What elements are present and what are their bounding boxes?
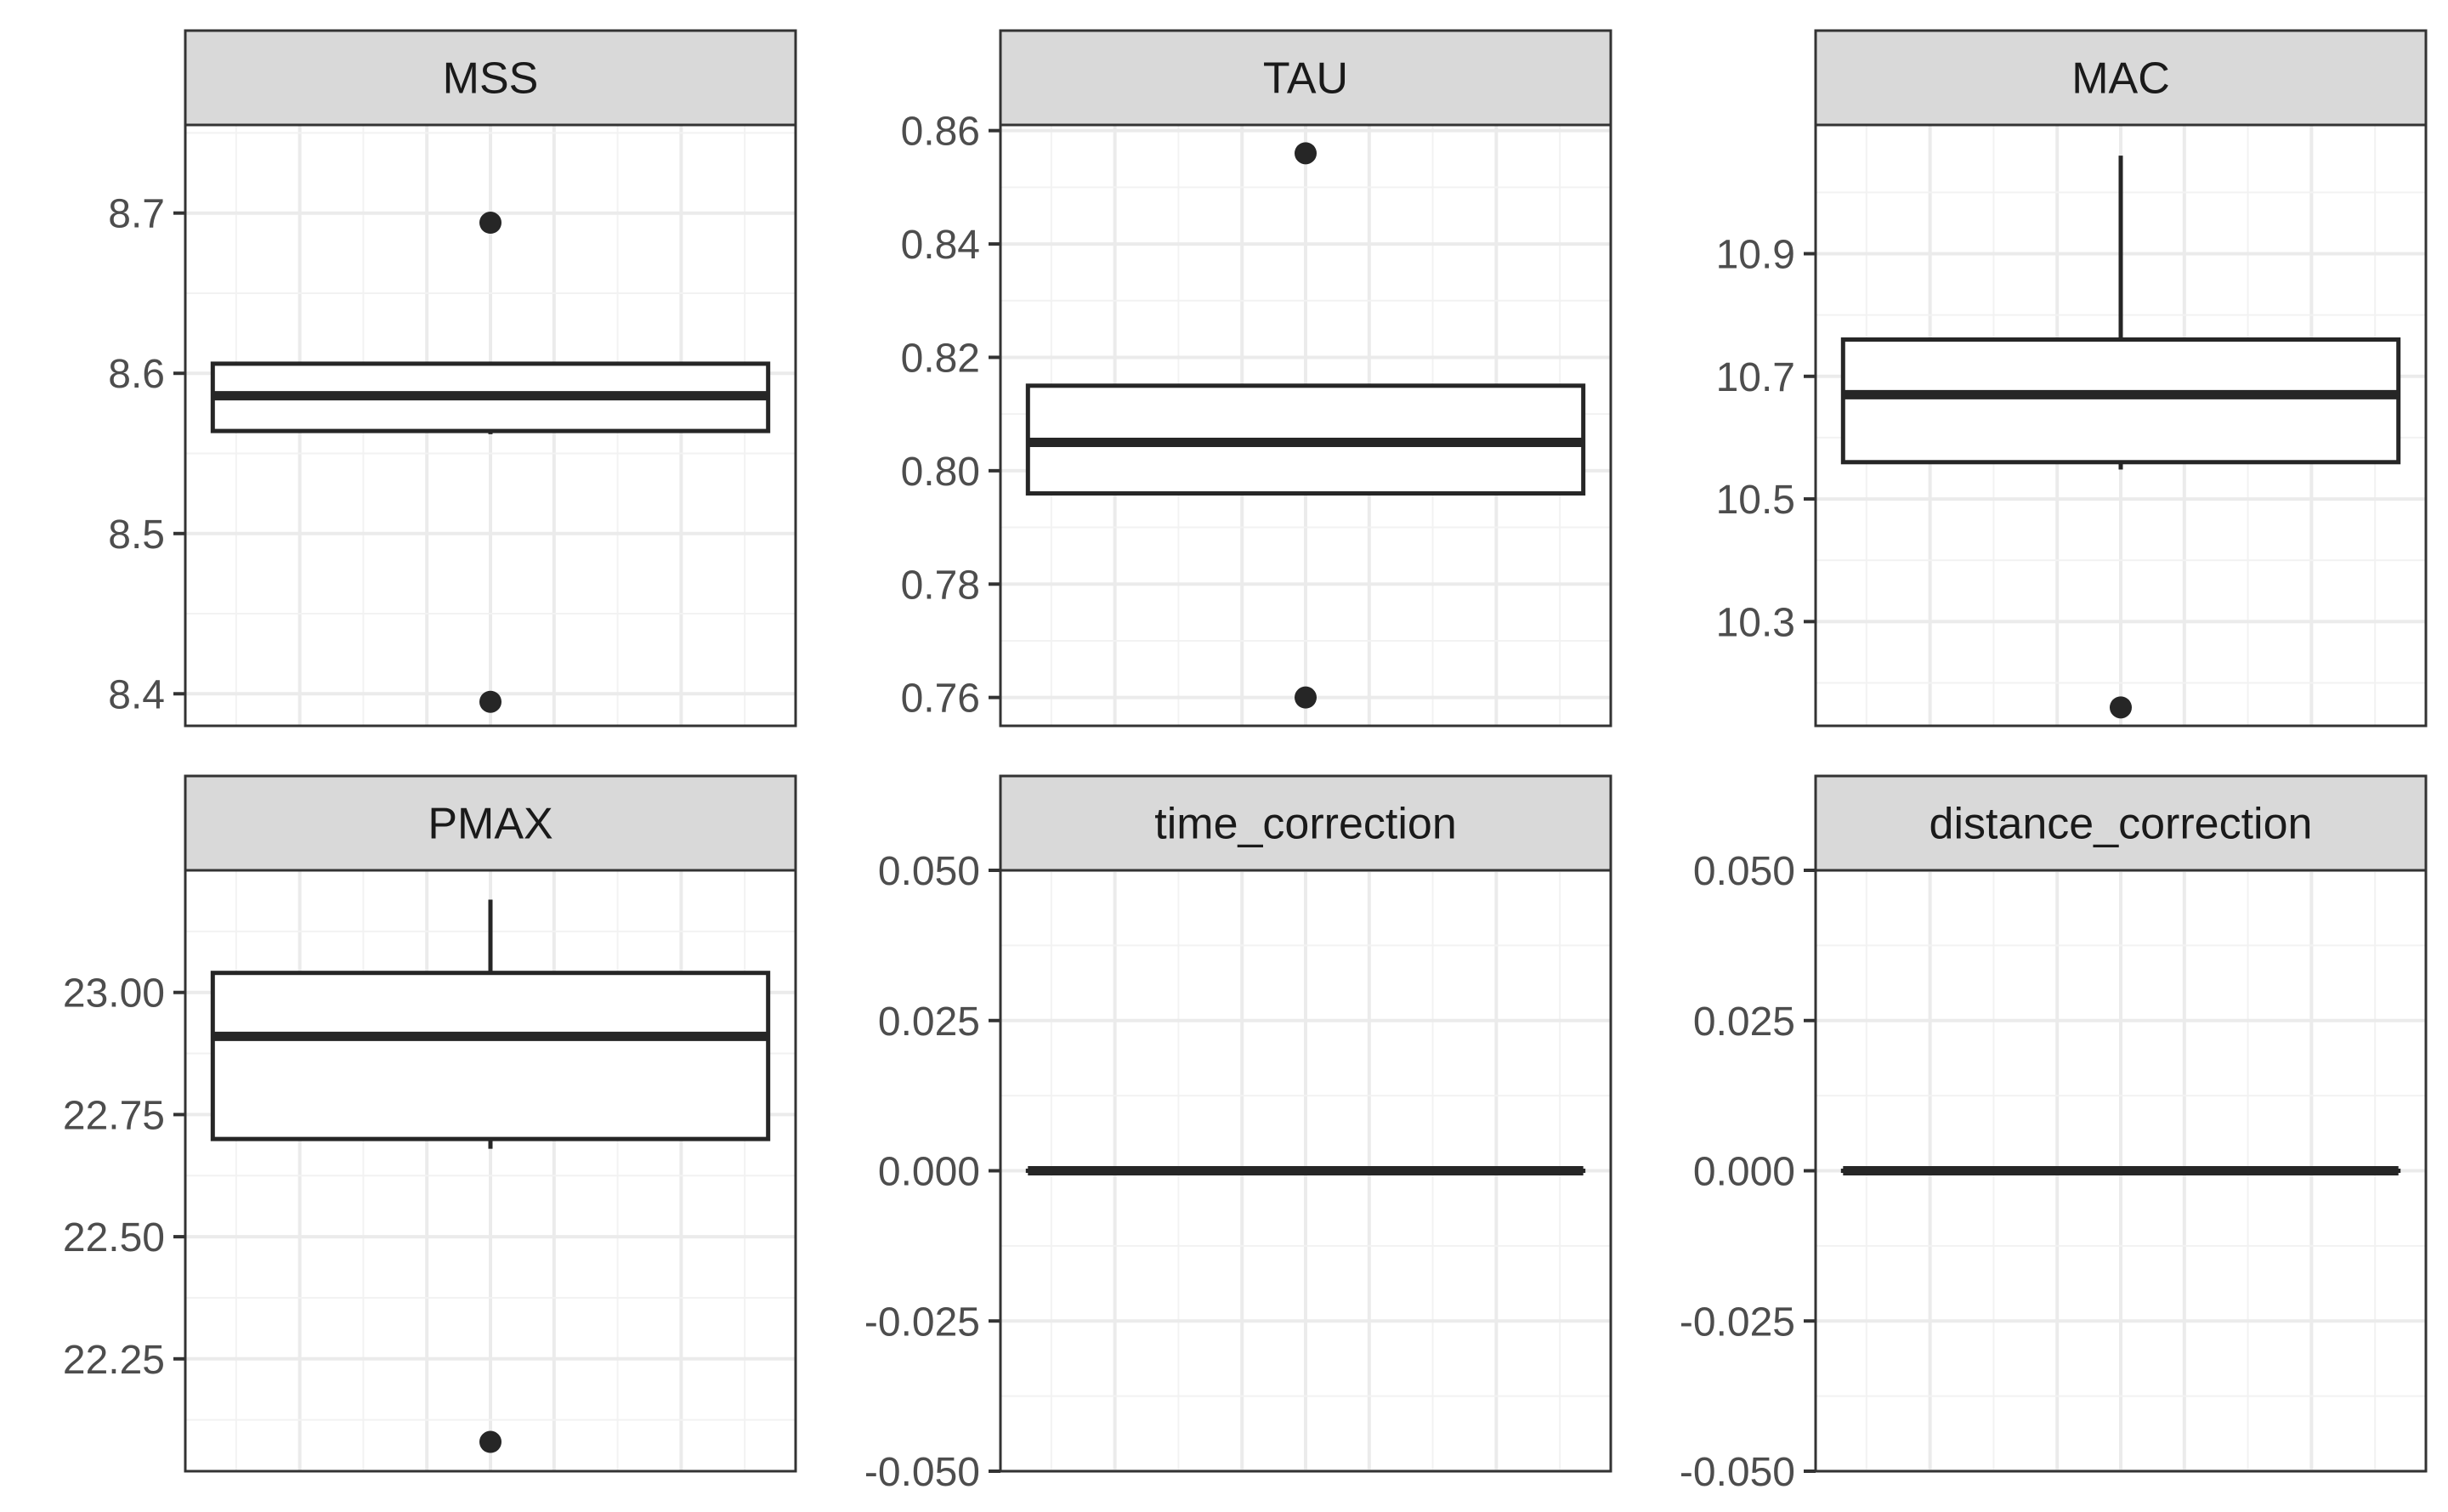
facet-panel-PMAX: 22.25 22.50 22.75 23.00 PMAX — [63, 774, 797, 1473]
box-iqr — [210, 971, 771, 1141]
facet-strip-label: TAU — [1263, 54, 1348, 104]
y-tick-label: 8.6 — [108, 352, 165, 397]
facet-panel-MSS: 8.4 8.5 8.6 8.7 MSS — [108, 29, 797, 728]
y-tick-label: 10.9 — [1716, 233, 1795, 278]
y-tick-label: -0.050 — [864, 1450, 980, 1495]
facet-strip — [1814, 29, 2428, 127]
y-tick-label: 8.7 — [108, 192, 165, 237]
y-tick-label: 0.76 — [901, 677, 980, 722]
facet-strip-label: time_correction — [1154, 800, 1456, 849]
y-tick-label: 8.4 — [108, 672, 165, 717]
outlier-point — [479, 690, 502, 713]
y-tick-label: 0.82 — [901, 336, 980, 381]
y-tick-label: 0.000 — [1693, 1150, 1795, 1195]
y-tick-label: 0.86 — [901, 110, 980, 155]
facet-panel-time-correction: -0.050 -0.025 0.000 0.025 0.050 time_correcti… — [864, 774, 1612, 1495]
y-tick-label: 0.050 — [878, 849, 980, 894]
y-tick-label: 22.25 — [63, 1338, 165, 1383]
facet-panels: 8.4 8.5 8.6 8.7 MSS 0.76 0.78 0.80 0.82 0.84 0.86 T… — [63, 29, 2428, 1495]
facet-panel-MAC: 10.3 10.5 10.7 10.9 MAC — [1716, 29, 2428, 728]
y-tick-label: 0.80 — [901, 450, 980, 495]
y-tick-label: 0.025 — [1693, 1000, 1795, 1045]
y-tick-label: 8.5 — [108, 512, 165, 558]
y-tick-label: 0.78 — [901, 563, 980, 608]
facet-strip — [184, 774, 797, 872]
outlier-point — [1295, 686, 1317, 709]
y-tick-label: 0.84 — [901, 223, 980, 268]
y-tick-label: 23.00 — [63, 971, 165, 1016]
facet-strip-label: distance_correction — [1930, 800, 2313, 849]
facet-strip — [999, 774, 1612, 872]
y-tick-label: 10.5 — [1716, 478, 1795, 523]
facet-strip — [184, 29, 797, 127]
outlier-point — [2110, 696, 2132, 719]
y-tick-label: 10.7 — [1716, 355, 1795, 400]
facet-strip-label: PMAX — [428, 800, 552, 849]
facet-strip-label: MAC — [2071, 54, 2170, 104]
y-tick-label: -0.025 — [1680, 1300, 1795, 1345]
facet-panel-TAU: 0.76 0.78 0.80 0.82 0.84 0.86 TAU — [901, 29, 1612, 728]
y-tick-label: 22.75 — [63, 1093, 165, 1138]
box-iqr — [1840, 337, 2401, 465]
outlier-point — [1295, 142, 1317, 165]
y-tick-label: 0.025 — [878, 1000, 980, 1045]
y-tick-label: 0.050 — [1693, 849, 1795, 894]
facet-strip-label: MSS — [443, 54, 539, 104]
y-tick-label: -0.025 — [864, 1300, 980, 1345]
facet-strip — [999, 29, 1612, 127]
y-tick-label: 0.000 — [878, 1150, 980, 1195]
facet-panel-distance-correction: -0.050 -0.025 0.000 0.025 0.050 distance_corr… — [1680, 774, 2428, 1495]
y-tick-label: 22.50 — [63, 1215, 165, 1260]
outlier-point — [479, 1430, 502, 1453]
outlier-point — [479, 212, 502, 235]
y-tick-label: 10.3 — [1716, 600, 1795, 645]
y-tick-label: -0.050 — [1680, 1450, 1795, 1495]
facet-strip — [1814, 774, 2428, 872]
